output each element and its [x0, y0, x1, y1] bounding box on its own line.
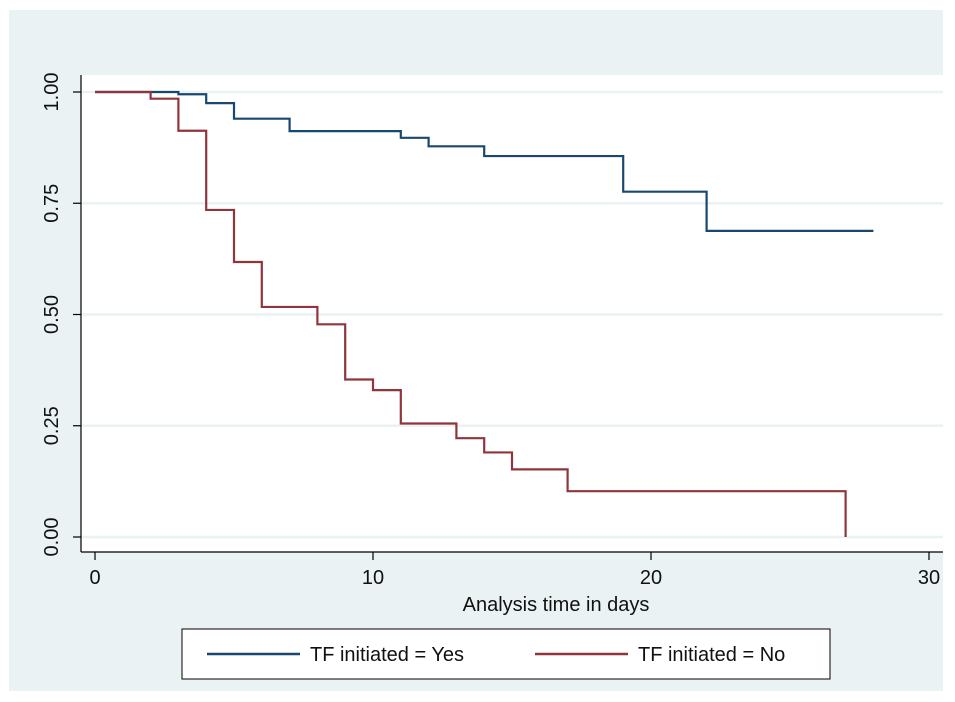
x-tick-label-3: 30: [918, 567, 940, 589]
x-tick-label-2: 20: [640, 567, 662, 589]
legend: TF initiated = Yes TF initiated = No: [181, 628, 831, 680]
gridlines: [81, 90, 943, 539]
y-ticks: 0.00 0.25 0.50 0.75 1.00: [41, 73, 81, 557]
y-tick-label-2: 0.50: [41, 295, 63, 334]
series-lines: [95, 90, 874, 537]
x-tick-label-0: 0: [89, 567, 100, 589]
axes: [80, 75, 943, 553]
y-tick-label-3: 0.75: [41, 184, 63, 223]
y-tick-label-0: 0.00: [41, 518, 63, 557]
series-line-1: [95, 90, 847, 537]
y-tick-label-1: 0.25: [41, 406, 63, 445]
legend-label-yes: TF initiated = Yes: [310, 644, 464, 666]
x-ticks: 0 10 20 30: [89, 552, 940, 589]
series-line-0: [95, 90, 874, 232]
legend-label-no: TF initiated = No: [638, 644, 785, 666]
y-tick-label-4: 1.00: [41, 73, 63, 112]
x-axis-title: Analysis time in days: [463, 594, 650, 616]
x-tick-label-1: 10: [362, 567, 384, 589]
